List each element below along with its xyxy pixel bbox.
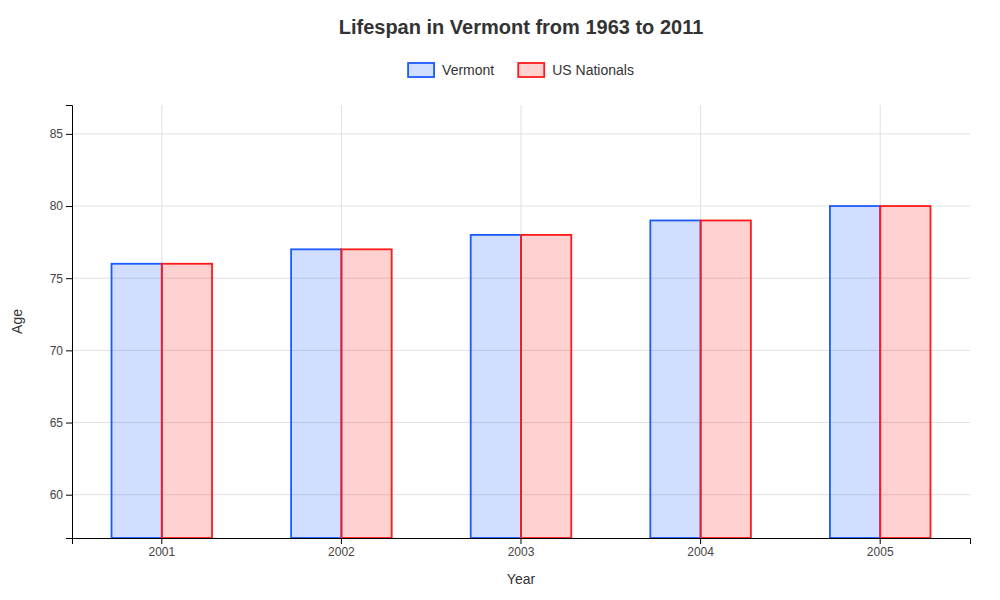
y-tick-mark <box>66 350 72 351</box>
bar-series <box>162 206 931 538</box>
legend-item: Vermont <box>408 62 494 78</box>
y-tick: 60 <box>50 488 72 502</box>
y-tick: 65 <box>50 416 72 430</box>
legend-item: US Nationals <box>518 62 634 78</box>
legend-label: Vermont <box>442 62 494 78</box>
x-tick: 2005 <box>867 538 894 559</box>
y-tick-label: 70 <box>50 344 64 358</box>
y-axis-title: Age <box>9 309 25 334</box>
bar <box>112 264 162 538</box>
x-tick-label: 2003 <box>508 545 535 559</box>
x-axis-title: Year <box>507 571 536 587</box>
bar <box>471 235 521 538</box>
x-tick-mark <box>700 538 701 544</box>
x-tick-mark <box>521 538 522 544</box>
bar <box>162 264 212 538</box>
chart-svg: 2001 2002 2003 2004 2005 60 65 70 75 80 85 Lifespan… <box>0 0 1000 600</box>
bar <box>291 249 341 538</box>
x-tick-mark <box>341 538 342 544</box>
legend: Vermont US Nationals <box>408 62 634 78</box>
y-tick: 70 <box>50 344 72 358</box>
x-tick: 2003 <box>508 538 535 559</box>
bars <box>112 206 931 538</box>
x-tick-label: 2001 <box>148 545 175 559</box>
x-tick-label: 2005 <box>867 545 894 559</box>
bar <box>341 249 391 538</box>
x-tick: 2001 <box>148 538 175 559</box>
y-tick-label: 80 <box>50 199 64 213</box>
y-tick-label: 60 <box>50 488 64 502</box>
y-tick-label: 85 <box>50 127 64 141</box>
bar <box>650 220 700 538</box>
y-tick: 75 <box>50 272 72 286</box>
y-tick: 85 <box>50 127 72 141</box>
x-axis-line <box>73 539 971 545</box>
bar <box>521 235 571 538</box>
y-tick-mark <box>66 206 72 207</box>
bar <box>880 206 930 538</box>
x-tick-mark <box>161 538 162 544</box>
chart-title: Lifespan in Vermont from 1963 to 2011 <box>339 16 704 38</box>
y-tick-mark <box>66 495 72 496</box>
x-tick: 2002 <box>328 538 355 559</box>
x-tick-mark <box>880 538 881 544</box>
y-tick-mark <box>66 278 72 279</box>
bar-series <box>112 206 881 538</box>
y-tick-mark <box>66 134 72 135</box>
y-tick-mark <box>66 423 72 424</box>
x-tick-label: 2004 <box>687 545 714 559</box>
y-axis-line <box>66 106 73 539</box>
bar <box>701 220 751 538</box>
legend-swatch <box>408 63 434 77</box>
y-tick-label: 65 <box>50 416 64 430</box>
x-tick: 2004 <box>687 538 714 559</box>
legend-swatch <box>518 63 544 77</box>
bar <box>830 206 880 538</box>
legend-label: US Nationals <box>552 62 634 78</box>
grid <box>72 105 970 538</box>
y-tick-label: 75 <box>50 272 64 286</box>
y-axis: 60 65 70 75 80 85 <box>50 106 73 539</box>
y-tick: 80 <box>50 199 72 213</box>
x-tick-label: 2002 <box>328 545 355 559</box>
x-axis: 2001 2002 2003 2004 2005 <box>73 538 971 559</box>
